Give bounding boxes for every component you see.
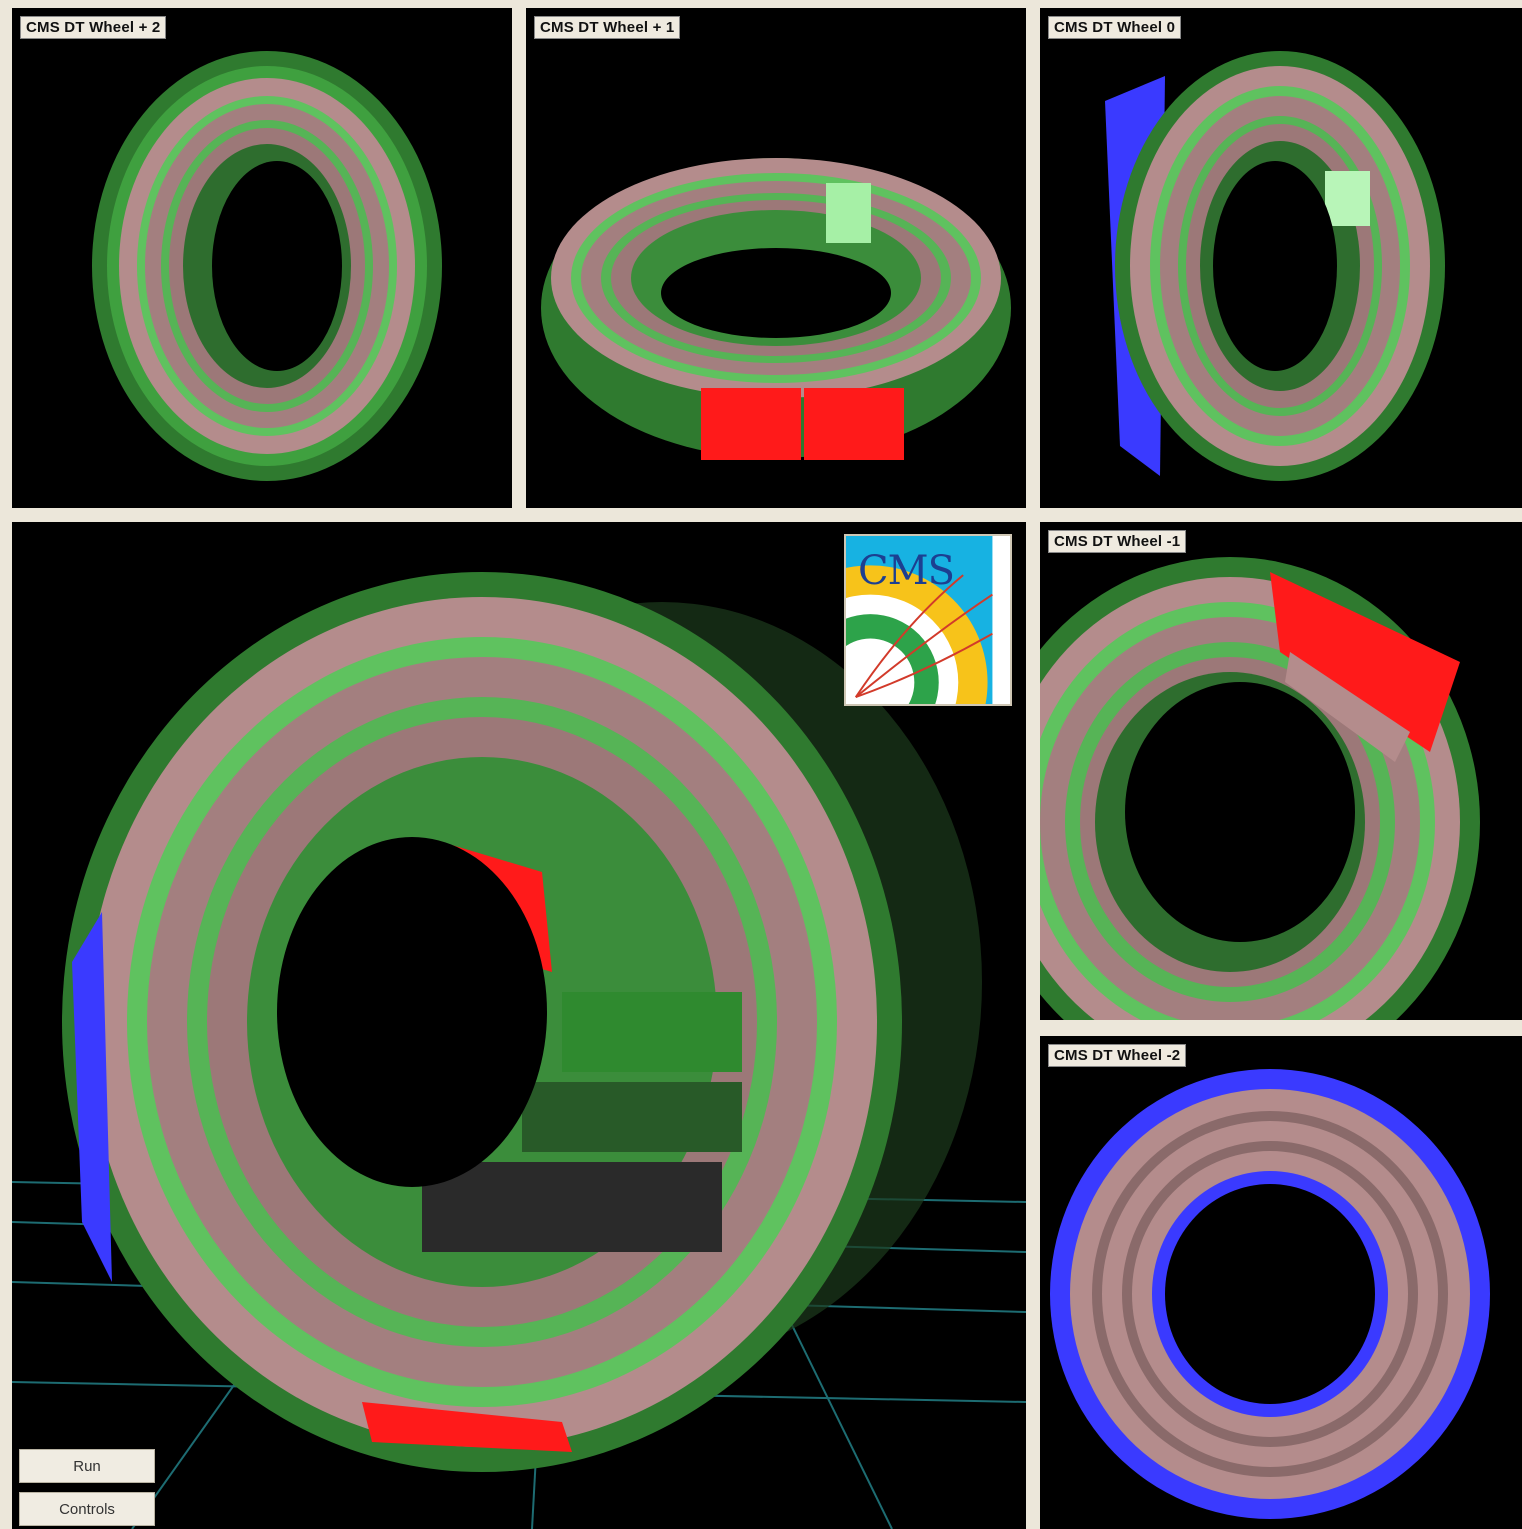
wheel-plus2-view[interactable]: CMS DT Wheel + 2: [12, 8, 512, 508]
main-3d-view[interactable]: CMS Run Controls: [12, 522, 1026, 1529]
wheel-plus2-render: [92, 51, 442, 481]
cms-logo-graphic: [846, 536, 1010, 704]
cms-logo: CMS: [844, 534, 1012, 706]
wheel-plus1-render: [541, 158, 1011, 460]
main-3d-render: [12, 572, 1026, 1529]
panel-title: CMS DT Wheel -1: [1048, 530, 1187, 553]
wheel-0-view[interactable]: CMS DT Wheel 0: [1040, 8, 1522, 508]
wheel-minus2-view[interactable]: CMS DT Wheel -2: [1040, 1036, 1522, 1529]
panel-title: CMS DT Wheel + 1: [534, 16, 681, 39]
wheel-0-render: [1105, 51, 1445, 481]
wheel-plus1-view[interactable]: CMS DT Wheel + 1: [526, 8, 1026, 508]
wheel-minus1-render: [1040, 557, 1480, 1020]
panel-title: CMS DT Wheel + 2: [20, 16, 167, 39]
controls-button[interactable]: Controls: [19, 1492, 155, 1526]
panel-title: CMS DT Wheel 0: [1048, 16, 1182, 39]
run-button[interactable]: Run: [19, 1449, 155, 1483]
cms-logo-text: CMS: [858, 548, 955, 594]
panel-title: CMS DT Wheel -2: [1048, 1044, 1187, 1067]
wheel-minus1-view[interactable]: CMS DT Wheel -1: [1040, 522, 1522, 1020]
wheel-minus2-render: [1050, 1069, 1490, 1519]
